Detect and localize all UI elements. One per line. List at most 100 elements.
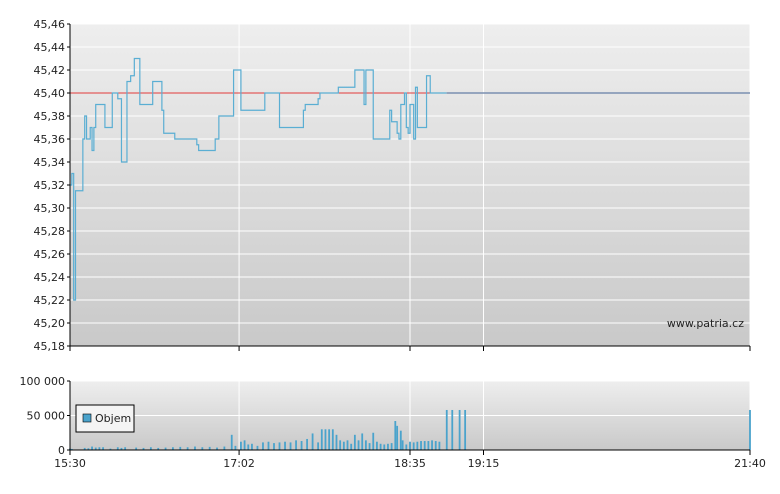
volume-bar xyxy=(289,442,292,450)
volume-bar xyxy=(328,429,331,450)
volume-bar xyxy=(458,409,461,450)
volume-bar xyxy=(438,441,441,450)
volume-bar xyxy=(749,409,751,450)
volume-bar xyxy=(186,447,189,450)
volume-y-tick-label: 100 000 xyxy=(20,375,66,388)
volume-bar xyxy=(434,441,437,450)
x-tick-label: 17:02 xyxy=(223,457,255,470)
volume-bar xyxy=(464,409,467,450)
volume-bar xyxy=(339,440,342,450)
price-y-tick-label: 45,30 xyxy=(34,202,66,215)
volume-layer xyxy=(69,409,751,450)
volume-bar xyxy=(427,441,430,450)
price-y-tick-label: 45,18 xyxy=(34,340,66,353)
volume-bar xyxy=(317,442,320,450)
watermark-text: www.patria.cz xyxy=(667,317,744,330)
volume-bar xyxy=(335,434,338,450)
volume-bar xyxy=(251,443,253,450)
volume-bar xyxy=(240,441,242,450)
volume-bar xyxy=(311,433,314,450)
volume-bar xyxy=(416,441,419,450)
volume-bar xyxy=(247,444,250,450)
legend-label: Objem xyxy=(95,412,131,425)
volume-bar xyxy=(368,443,371,450)
volume-bar xyxy=(320,429,323,450)
price-y-tick-label: 45,28 xyxy=(34,225,66,238)
volume-bar xyxy=(295,440,297,450)
volume-bar xyxy=(87,448,90,450)
volume-bar xyxy=(223,446,226,450)
price-y-tick-label: 45,34 xyxy=(34,156,66,169)
volume-bar xyxy=(431,440,433,450)
price-y-tick-label: 45,44 xyxy=(34,41,66,54)
volume-bar xyxy=(194,446,196,450)
volume-bar xyxy=(361,433,364,450)
price-y-tick-label: 45,26 xyxy=(34,248,66,261)
volume-bar xyxy=(124,447,127,450)
x-tick-label: 18:35 xyxy=(394,457,426,470)
volume-bar xyxy=(324,429,327,450)
volume-bar xyxy=(346,440,349,450)
x-tick-label: 19:15 xyxy=(468,457,500,470)
volume-bar xyxy=(387,443,389,450)
volume-bar xyxy=(164,447,167,450)
axis-layer: 45,46 45,44 45,42 45,40 45,38 45,36 45,34 45,32… xyxy=(20,18,766,470)
volume-bar xyxy=(342,441,345,450)
volume-bar xyxy=(179,446,182,450)
price-y-tick-label: 45,20 xyxy=(34,317,66,330)
legend-swatch xyxy=(82,413,92,423)
volume-bar xyxy=(94,447,97,450)
volume-bar xyxy=(383,444,386,450)
volume-bar xyxy=(149,447,152,450)
price-series-line xyxy=(70,57,447,301)
volume-legend: Objem xyxy=(75,404,135,433)
price-y-tick-label: 45,42 xyxy=(34,64,66,77)
volume-bar xyxy=(256,445,259,450)
price-y-tick-label: 45,38 xyxy=(34,110,66,123)
volume-bar xyxy=(357,440,360,450)
volume-bar xyxy=(120,447,123,450)
volume-bar xyxy=(243,440,246,450)
volume-bar xyxy=(423,441,426,450)
volume-bar xyxy=(216,447,218,450)
volume-bar xyxy=(278,442,281,450)
volume-bar xyxy=(306,438,308,450)
x-tick-label: 21:40 xyxy=(734,457,766,470)
volume-bar xyxy=(300,441,303,450)
volume-bar xyxy=(262,442,264,450)
volume-bar xyxy=(70,448,73,450)
volume-bar xyxy=(284,441,286,450)
volume-bar xyxy=(267,441,270,450)
volume-bar xyxy=(91,446,93,450)
volume-bar xyxy=(157,447,160,450)
volume-bar xyxy=(412,442,415,450)
volume-bar xyxy=(116,447,119,450)
volume-bar xyxy=(372,432,375,450)
volume-bar xyxy=(379,443,382,450)
volume-bar xyxy=(102,447,104,450)
volume-bar xyxy=(376,441,378,450)
volume-bar xyxy=(420,441,422,450)
price-y-tick-label: 45,40 xyxy=(34,87,66,100)
volume-y-tick-label: 0 xyxy=(58,444,65,457)
volume-bar xyxy=(390,443,393,450)
price-y-tick-label: 45,46 xyxy=(34,18,66,31)
price-y-tick-label: 45,24 xyxy=(34,271,66,284)
volume-bar xyxy=(409,441,411,450)
volume-bar xyxy=(401,440,404,450)
volume-bar xyxy=(350,443,353,450)
volume-bar xyxy=(353,434,356,450)
volume-bar xyxy=(331,429,334,450)
volume-bar xyxy=(201,447,204,450)
volume-bar xyxy=(234,445,237,450)
volume-bar xyxy=(396,425,399,450)
volume-bar xyxy=(451,409,454,450)
volume-y-tick-label: 50 000 xyxy=(27,410,66,423)
volume-bar xyxy=(98,447,101,450)
volume-bar xyxy=(172,447,174,450)
x-tick-label: 15:30 xyxy=(54,457,86,470)
volume-bar xyxy=(399,430,402,450)
volume-bar xyxy=(445,409,448,450)
price-layer xyxy=(70,57,750,301)
